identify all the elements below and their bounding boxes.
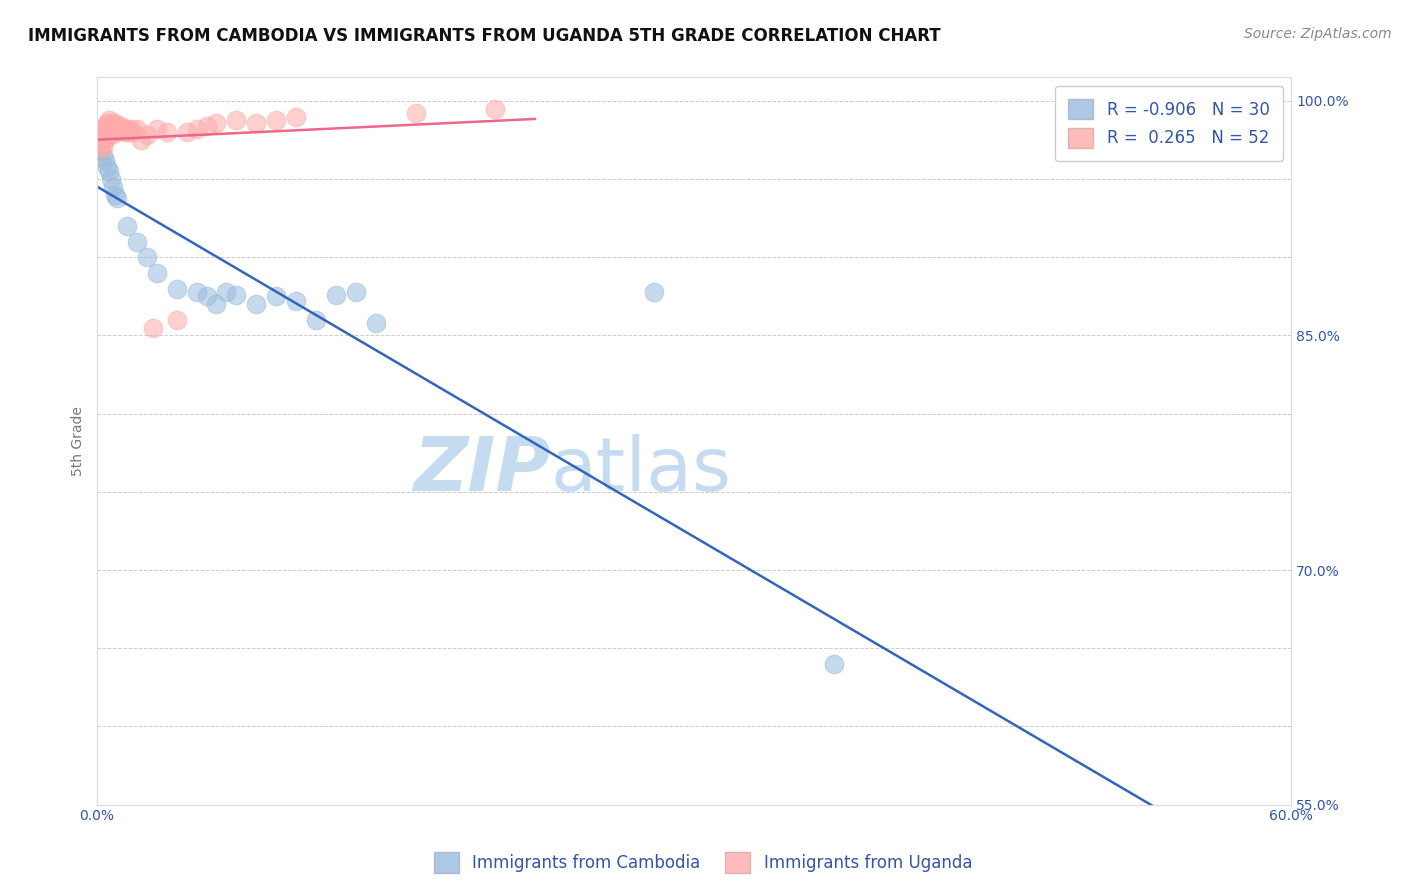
Text: Source: ZipAtlas.com: Source: ZipAtlas.com <box>1244 27 1392 41</box>
Point <box>104 116 127 130</box>
Point <box>325 288 347 302</box>
Point <box>90 131 112 145</box>
Point <box>245 116 267 130</box>
Point <box>94 133 117 147</box>
Text: IMMIGRANTS FROM CAMBODIA VS IMMIGRANTS FROM UGANDA 5TH GRADE CORRELATION CHART: IMMIGRANTS FROM CAMBODIA VS IMMIGRANTS F… <box>28 27 941 45</box>
Point <box>166 281 188 295</box>
Point <box>205 297 228 311</box>
Point <box>91 141 114 155</box>
Point <box>186 122 208 136</box>
Point <box>91 128 114 143</box>
Point <box>100 172 122 186</box>
Point <box>104 187 127 202</box>
Point <box>87 128 110 143</box>
Point <box>94 153 117 168</box>
Text: atlas: atlas <box>551 434 733 507</box>
Y-axis label: 5th Grade: 5th Grade <box>72 406 86 476</box>
Point <box>125 122 148 136</box>
Point <box>94 119 117 133</box>
Point <box>90 144 112 158</box>
Point <box>225 288 247 302</box>
Point <box>96 128 118 143</box>
Point <box>101 125 124 139</box>
Point <box>110 119 132 133</box>
Point <box>105 119 128 133</box>
Point <box>484 102 506 116</box>
Point <box>225 112 247 127</box>
Point <box>205 116 228 130</box>
Point <box>105 191 128 205</box>
Legend: R = -0.906   N = 30, R =  0.265   N = 52: R = -0.906 N = 30, R = 0.265 N = 52 <box>1054 86 1284 161</box>
Point <box>166 313 188 327</box>
Point <box>195 119 218 133</box>
Point <box>643 285 665 299</box>
Point <box>405 106 427 120</box>
Point <box>142 320 165 334</box>
Point <box>264 289 287 303</box>
Text: ZIP: ZIP <box>413 434 551 507</box>
Point <box>156 125 179 139</box>
Point <box>823 657 845 671</box>
Point <box>176 125 198 139</box>
Point <box>245 297 267 311</box>
Point <box>145 122 167 136</box>
Point <box>285 110 308 124</box>
Point <box>90 137 112 152</box>
Point <box>215 285 238 299</box>
Point <box>111 122 134 136</box>
Point <box>100 128 122 143</box>
Point <box>100 122 122 136</box>
Point <box>91 135 114 149</box>
Point <box>195 289 218 303</box>
Point <box>122 125 145 139</box>
Point <box>186 285 208 299</box>
Point <box>98 112 121 127</box>
Point <box>101 119 124 133</box>
Point <box>96 160 118 174</box>
Point <box>91 148 114 162</box>
Point <box>87 137 110 152</box>
Point <box>101 180 124 194</box>
Point <box>118 125 141 139</box>
Point <box>135 128 157 143</box>
Point <box>108 122 131 136</box>
Point <box>264 112 287 127</box>
Point <box>91 122 114 136</box>
Legend: Immigrants from Cambodia, Immigrants from Uganda: Immigrants from Cambodia, Immigrants fro… <box>427 846 979 880</box>
Point <box>104 122 127 136</box>
Point <box>129 133 152 147</box>
Point <box>120 122 142 136</box>
Point <box>344 285 367 299</box>
Point <box>87 141 110 155</box>
Point <box>145 266 167 280</box>
Point <box>87 133 110 147</box>
Point <box>90 125 112 139</box>
Point <box>98 164 121 178</box>
Point <box>125 235 148 249</box>
Point <box>100 116 122 130</box>
Point <box>96 122 118 136</box>
Point <box>115 122 138 136</box>
Point <box>115 219 138 233</box>
Point <box>285 294 308 309</box>
Point <box>98 119 121 133</box>
Point <box>305 313 328 327</box>
Point <box>96 116 118 130</box>
Point <box>105 125 128 139</box>
Point <box>135 250 157 264</box>
Point <box>364 316 387 330</box>
Point <box>114 125 136 139</box>
Point <box>94 125 117 139</box>
